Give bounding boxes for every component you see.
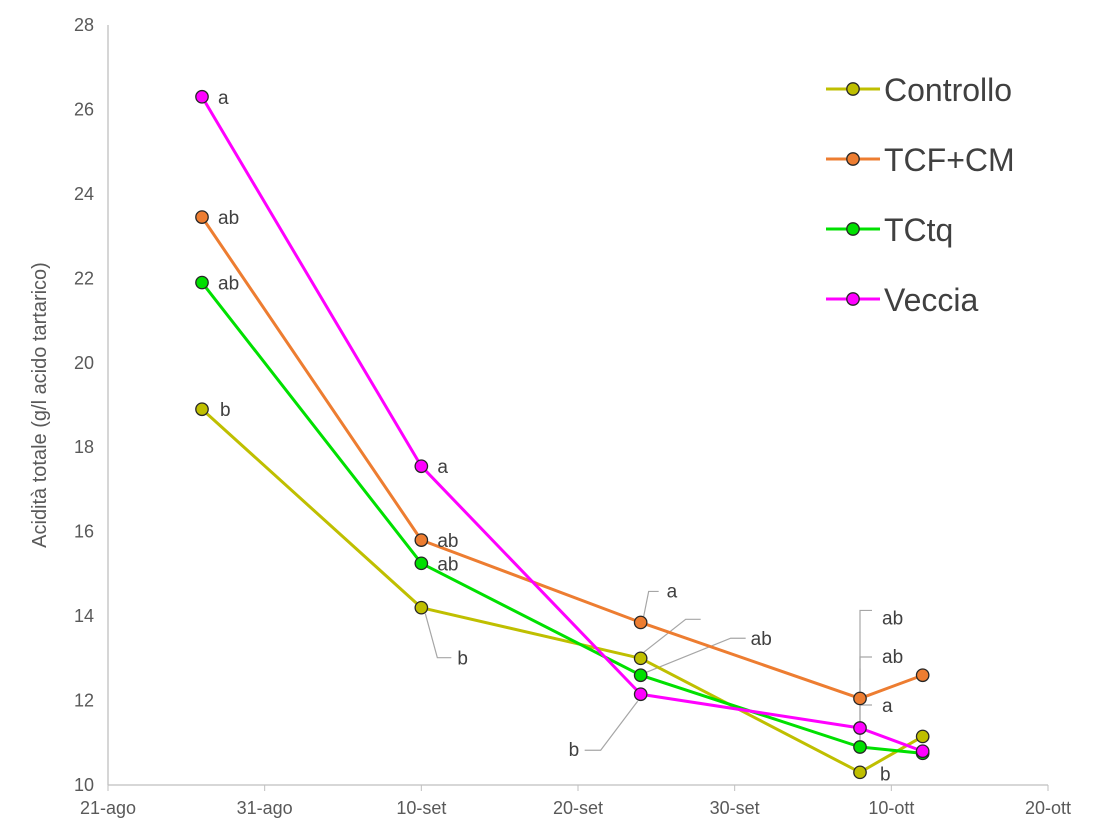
data-label: b (569, 740, 580, 761)
data-point (853, 765, 867, 780)
series-line-Controllo (200, 408, 924, 774)
series-line-TCF+CM (200, 216, 924, 700)
leader-line (646, 637, 746, 673)
legend-label-TCF+CM: TCF+CM (884, 142, 1015, 178)
data-label: ab (882, 608, 903, 629)
y-tick-label: 26 (74, 99, 94, 119)
legend-marker-TCF+CM (846, 152, 860, 166)
data-label: ab (437, 554, 458, 575)
data-point (414, 459, 429, 474)
y-tick-label: 18 (74, 437, 94, 457)
y-tick-label: 10 (74, 775, 94, 795)
data-point (633, 615, 648, 630)
y-tick-label: 24 (74, 184, 94, 204)
data-point (414, 600, 429, 615)
legend-label-Veccia: Veccia (884, 282, 978, 318)
legend-marker-TCtq (846, 222, 860, 236)
y-axis-title: Acidità totale (g/l acido tartarico) (29, 262, 51, 548)
series-line-Veccia (200, 96, 924, 753)
data-point (195, 210, 209, 224)
data-point (633, 668, 648, 683)
data-label: b (220, 400, 231, 421)
data-point (414, 533, 429, 547)
y-tick-label: 14 (74, 606, 94, 626)
data-point (633, 687, 648, 702)
data-label: ab (882, 647, 903, 668)
x-tick-label: 20-ott (1025, 798, 1071, 818)
data-point (633, 651, 648, 666)
x-tick-label: 21-ago (80, 798, 136, 818)
x-tick-label: 31-ago (237, 798, 293, 818)
data-label: b (880, 764, 891, 785)
data-points (195, 89, 930, 780)
x-tick-label: 10-ott (868, 798, 914, 818)
x-tick-label: 30-set (710, 798, 760, 818)
axes: 10 12 14 16 18 20 22 24 26 28 21-ago 31-ago 10-set 20… (29, 15, 1071, 818)
y-tick-label: 12 (74, 691, 94, 711)
data-label: ab (751, 629, 772, 650)
data-point (853, 721, 867, 735)
data-point (195, 402, 209, 417)
leader-line (584, 700, 639, 751)
x-tick-label: 20-set (553, 798, 603, 818)
data-point (195, 275, 209, 290)
data-point (853, 740, 867, 754)
data-point (915, 729, 930, 744)
data-label: ab (218, 208, 239, 229)
data-label: ab (218, 274, 239, 295)
x-tick-label: 10-set (396, 798, 446, 818)
data-point (414, 556, 429, 571)
legend-label-Controllo: Controllo (884, 72, 1012, 108)
data-label: b (457, 649, 468, 670)
leader-line (643, 590, 659, 617)
legend-marker-Veccia (846, 292, 860, 306)
data-label: a (667, 581, 678, 602)
leader-line (424, 613, 452, 659)
legend-label-TCtq: TCtq (884, 212, 953, 248)
data-point (915, 668, 930, 683)
y-tick-label: 16 (74, 522, 94, 542)
data-point (915, 744, 930, 759)
leader-line (643, 618, 701, 653)
data-label: a (218, 88, 229, 109)
data-label: a (882, 696, 893, 717)
legend-marker-Controllo (846, 82, 860, 96)
series-lines (200, 96, 924, 774)
label-leader-lines (424, 590, 872, 751)
y-tick-label: 22 (74, 268, 94, 288)
y-tick-label: 20 (74, 353, 94, 373)
data-label: ab (437, 531, 458, 552)
leader-line (859, 704, 872, 721)
data-label: a (437, 457, 448, 478)
data-point (853, 691, 867, 706)
y-tick-label: 28 (74, 15, 94, 35)
data-point (195, 89, 209, 104)
legend: Controllo TCF+CM TCtq Veccia (826, 72, 1015, 318)
leader-line (859, 609, 872, 692)
